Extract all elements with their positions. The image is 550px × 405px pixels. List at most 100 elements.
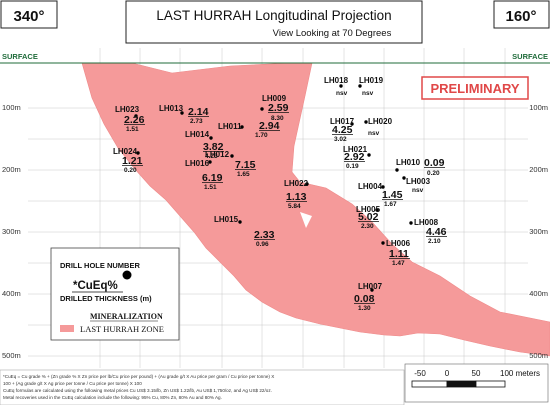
- drill-hole-name: LH008: [414, 218, 439, 227]
- drill-hole-marker: [136, 151, 140, 155]
- legend: DRILL HOLE NUMBER *CuEq% DRILLED THICKNE…: [50, 247, 180, 341]
- drill-hole-cueq: 0.08: [354, 293, 375, 305]
- drill-hole-name: LH011: [218, 122, 242, 131]
- scale-label-50: 50: [472, 369, 481, 378]
- drill-hole-name: LH009: [262, 94, 287, 103]
- drill-hole-nsv: nsv: [336, 90, 348, 97]
- preliminary-stamp: PRELIMINARY: [430, 81, 519, 96]
- scale-bar: -50 0 50 100 meters: [404, 363, 549, 403]
- drill-hole-name: LH014: [185, 130, 210, 139]
- drill-hole-marker: [305, 182, 309, 186]
- depth-label-300-right: 300m: [529, 227, 548, 236]
- drill-hole-cueq: 6.19: [202, 172, 223, 184]
- drill-hole-name: LH024: [113, 147, 138, 156]
- drill-hole-cueq: 7.15: [235, 159, 256, 171]
- drill-hole-cueq: 1.13: [286, 191, 307, 203]
- drill-hole-lh022: LH022 1.135.84: [284, 179, 309, 210]
- preliminary-stamp-box: [421, 76, 529, 100]
- drill-hole-cueq: 2.26: [124, 114, 145, 126]
- drill-hole-name: LH004: [358, 182, 383, 191]
- drill-hole-cueq: 2.59: [268, 102, 289, 114]
- drill-hole-thickness: 4.23: [205, 153, 218, 160]
- drill-hole-thickness: 1.67: [384, 201, 397, 208]
- drill-hole-marker: [230, 154, 234, 158]
- bearing-left-box: [0, 0, 58, 29]
- drill-hole-thickness: 1.30: [358, 305, 371, 312]
- legend-box: [50, 247, 180, 341]
- surface-label-left: SURFACE: [2, 52, 38, 61]
- drill-hole-name: LH005: [356, 205, 381, 214]
- drill-hole-cueq: 5.02: [358, 211, 379, 223]
- drill-hole-thickness: 1.51: [126, 126, 139, 133]
- drill-hole-name: LH016: [185, 159, 210, 168]
- drill-hole-marker: [381, 185, 385, 189]
- drill-hole-name: LH010: [396, 158, 421, 167]
- drill-hole-marker: [339, 84, 343, 88]
- bearing-left: 340°: [13, 8, 44, 25]
- scale-label-neg50: -50: [414, 369, 426, 378]
- depth-label-500: 500m: [2, 351, 21, 360]
- drill-hole-lh010: LH010 0.090.20: [395, 157, 445, 177]
- drill-hole-lh013: LH013 2.142.73: [159, 104, 209, 125]
- drill-hole-marker: [358, 84, 362, 88]
- drill-hole-name: LH013: [159, 104, 184, 113]
- drill-hole-name: LH012: [205, 150, 230, 159]
- title-box: [125, 0, 423, 44]
- drill-hole-marker: [260, 107, 264, 111]
- drill-hole-name: LH017: [330, 117, 355, 126]
- drill-hole-lh016: LH016 6.191.51: [185, 159, 223, 191]
- drill-hole-cueq: 4.25: [332, 124, 353, 136]
- legend-drill-hole-number: DRILL HOLE NUMBER: [60, 261, 140, 270]
- drill-hole-thickness: 0.96: [256, 241, 269, 248]
- drill-hole-thickness: 3.02: [334, 136, 347, 143]
- drill-hole-name: LH018: [324, 76, 349, 85]
- drill-hole-cueq: 0.09: [424, 157, 445, 169]
- drill-hole-lh011: LH011 2.941.70: [218, 120, 280, 139]
- legend-mineralization: MINERALIZATION: [90, 312, 163, 321]
- drill-hole-lh018: LH018 nsv: [324, 76, 349, 97]
- last-hurrah-zone-polygon: [81, 62, 550, 357]
- drill-hole-name: LH015: [214, 215, 239, 224]
- drill-hole-thickness: 1.65: [237, 171, 250, 178]
- scale-label-0: 0: [445, 369, 450, 378]
- drill-hole-nsv: nsv: [362, 90, 374, 97]
- legend-cueq: *CuEq%: [73, 280, 118, 292]
- page-title: LAST HURRAH Longitudinal Projection: [156, 8, 391, 23]
- footnote-3: CuEq formulas are calculated using the f…: [3, 388, 272, 393]
- drill-hole-name: LH023: [115, 105, 140, 114]
- drill-hole-thickness: 1.47: [392, 260, 405, 267]
- drill-hole-thickness: 2.10: [428, 238, 441, 245]
- drill-hole-marker: [395, 168, 399, 172]
- drill-hole-lh015: LH015 2.330.96: [214, 215, 275, 248]
- legend-hole-marker: [122, 270, 132, 280]
- depth-label-100-right: 100m: [529, 103, 548, 112]
- drill-hole-cueq: 2.92: [344, 151, 365, 163]
- drill-hole-cueq: 3.82: [203, 141, 224, 153]
- page-subtitle: View Looking at 70 Degrees: [273, 28, 392, 39]
- drill-hole-nsv: nsv: [368, 130, 380, 137]
- drill-hole-thickness: 0.20: [124, 167, 137, 174]
- drill-hole-marker: [375, 208, 379, 212]
- drill-hole-cueq: 4.46: [426, 226, 447, 238]
- drill-hole-thickness: 5.84: [288, 203, 301, 210]
- surface-label-right: SURFACE: [512, 52, 548, 61]
- depth-label-200: 200m: [2, 165, 21, 174]
- legend-zone-label: LAST HURRAH ZONE: [80, 324, 164, 334]
- drill-hole-thickness: 2.73: [190, 118, 203, 125]
- drill-hole-marker: [367, 153, 371, 157]
- drill-hole-lh014: LH014 3.824.23: [185, 130, 224, 160]
- drill-hole-lh020: LH020 nsv: [364, 117, 393, 137]
- drill-hole-thickness: 2.30: [361, 223, 374, 230]
- depth-label-300: 300m: [2, 227, 21, 236]
